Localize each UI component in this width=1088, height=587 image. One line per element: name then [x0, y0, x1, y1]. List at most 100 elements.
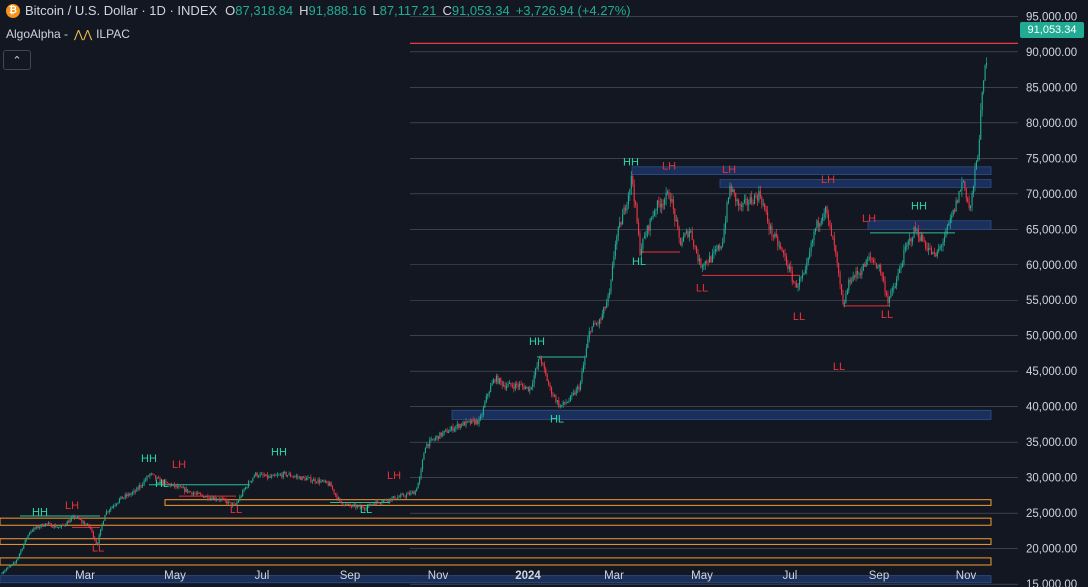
candle-body	[242, 490, 244, 497]
candle-body	[511, 385, 513, 387]
candle-body	[746, 198, 748, 205]
candle-body	[417, 482, 419, 489]
candle-body	[748, 203, 750, 205]
candle-body	[933, 252, 935, 254]
candle-body	[33, 527, 35, 531]
candle-body	[859, 273, 861, 276]
candle-body	[764, 203, 766, 210]
candle-body	[978, 139, 980, 157]
candle-body	[365, 509, 367, 510]
candle-body	[423, 453, 425, 461]
candle-body	[175, 485, 177, 487]
candle-body	[788, 266, 790, 269]
candle-body	[577, 386, 579, 390]
candle-body	[482, 407, 484, 416]
candle-body	[153, 474, 155, 476]
candle-body	[781, 247, 783, 251]
candle-body	[43, 525, 45, 527]
candle-body	[52, 527, 54, 528]
indicator-legend[interactable]: AlgoAlpha - ⋀⋀ ILPAC	[6, 27, 136, 41]
collapse-legend-button[interactable]: ⌃	[3, 50, 31, 70]
candle-body	[938, 248, 940, 251]
candle-body	[452, 426, 454, 431]
candle-body	[578, 386, 580, 390]
candle-body	[558, 400, 560, 407]
symbol-title[interactable]: Bitcoin / U.S. Dollar · 1D · INDEX	[25, 3, 218, 18]
candle-body	[870, 256, 872, 258]
candle-body	[216, 499, 218, 501]
candle-body	[951, 215, 953, 219]
candle-body	[816, 220, 818, 229]
candle-body	[59, 526, 61, 528]
price-tick-label: 40,000.00	[1026, 402, 1077, 414]
candle-body	[574, 392, 576, 395]
candle-body	[253, 475, 255, 478]
candle-body	[622, 214, 624, 225]
candle-body	[952, 209, 954, 216]
candle-body	[36, 526, 38, 529]
candle-body	[308, 477, 310, 479]
candle-body	[95, 540, 97, 545]
candle-body	[234, 504, 236, 506]
candle-body	[239, 496, 241, 501]
candle-body	[822, 216, 824, 222]
bitcoin-icon: ₿	[6, 3, 20, 18]
candle-body	[698, 258, 700, 261]
candle-body	[494, 379, 496, 382]
candle-body	[591, 326, 593, 332]
candle-body	[316, 482, 318, 483]
high-label: H	[299, 3, 309, 18]
candle-body	[195, 493, 197, 495]
candle-body	[213, 497, 215, 500]
candle-body	[906, 244, 908, 247]
order-block-bullish	[451, 409, 992, 420]
candle-body	[291, 476, 293, 478]
candle-body	[498, 378, 500, 384]
candle-body	[814, 228, 816, 232]
candle-body	[626, 204, 628, 211]
candle-body	[968, 201, 970, 209]
candle-body	[636, 204, 638, 223]
candle-body	[69, 519, 71, 523]
candle-body	[826, 206, 828, 215]
candle-body	[288, 473, 290, 476]
candle-body	[949, 218, 951, 224]
time-axis[interactable]: Mar May Jul Sep Nov 2024 Mar May Jul Sep Nov	[75, 570, 976, 582]
candle-body	[653, 211, 656, 216]
candle-body	[120, 496, 122, 499]
candle-body	[975, 161, 977, 169]
candle-body	[110, 508, 112, 511]
structure-label: LL	[881, 309, 893, 321]
candle-body	[263, 475, 265, 477]
candle-body	[172, 484, 174, 485]
candle-body	[211, 497, 213, 500]
candle-body	[769, 226, 772, 230]
candle-body	[179, 486, 181, 488]
candle-body	[31, 530, 33, 532]
candle-body	[7, 567, 9, 569]
candle-body	[81, 519, 83, 523]
candle-body	[18, 553, 20, 558]
candle-body	[189, 491, 192, 493]
candle-body	[214, 497, 216, 500]
candle-body	[694, 246, 696, 247]
price-axis[interactable]: 15,000.00 20,000.00 25,000.00 30,000.00 35,0…	[1026, 11, 1077, 587]
candle-body	[675, 219, 677, 221]
candle-body	[597, 323, 599, 325]
candle-body	[523, 386, 525, 390]
candle-body	[727, 197, 729, 203]
candle-body	[807, 257, 809, 264]
candle-body	[832, 236, 834, 238]
candle-body	[732, 189, 734, 193]
candle-body	[445, 429, 447, 431]
candle-body	[684, 233, 686, 237]
candle-body	[108, 510, 110, 512]
low-value: 87,117.21	[379, 3, 437, 18]
candle-body	[742, 202, 744, 207]
candle-body	[84, 522, 86, 525]
candle-body	[740, 204, 743, 207]
structure-label: LL	[92, 543, 104, 555]
order-block-bullish	[0, 575, 992, 584]
candle-body	[542, 363, 544, 365]
